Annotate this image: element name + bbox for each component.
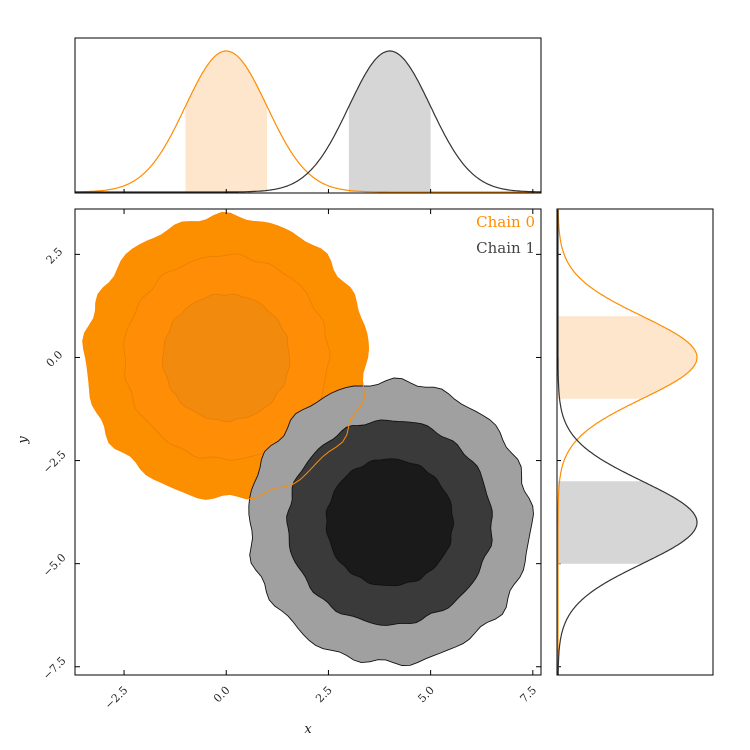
marginal-x-curve-chain-0 [75, 50, 541, 193]
x-tick-label: 2.5 [313, 684, 335, 706]
marginal-y-curve-chain-0 [557, 209, 698, 675]
contour-chain-0-level-3 [162, 293, 291, 423]
x-tick-label: 0.0 [211, 684, 233, 706]
contour-chain-1-level-3 [325, 458, 455, 587]
marginal-x-band-chain-1 [348, 51, 431, 192]
marginal-x-band-chain-0 [185, 51, 268, 192]
x-axis-label: x [304, 722, 312, 737]
joint-frame [74, 208, 542, 676]
marginal-y-panel [556, 208, 714, 676]
x-tick-label: 7.5 [518, 684, 540, 706]
x-tick-label: 5.0 [415, 684, 437, 706]
marginal-y-band-chain-0 [558, 316, 697, 399]
marginal-x-panel [74, 37, 542, 194]
y-tick-label: −5.0 [40, 551, 68, 579]
y-tick-label: 2.5 [44, 245, 66, 267]
y-tick-label: −7.5 [40, 654, 68, 682]
y-axis-label: y [16, 436, 31, 445]
y-tick-label: −2.5 [40, 448, 68, 476]
legend-chain-1: Chain 1 [476, 239, 535, 257]
legend-chain-0: Chain 0 [476, 213, 535, 231]
marginal-y-band-chain-1 [558, 481, 697, 564]
contour-chain-0-outline [82, 211, 370, 500]
joint-panel: −2.5 0.0 2.5 5.0 7.5 2.5 0.0 −2.5 −5.0 −7.5 Chain… [16, 189, 561, 737]
marginal-y-curve-chain-1 [557, 209, 698, 675]
x-tick-label: −2.5 [102, 684, 130, 712]
y-tick-label: 0.0 [44, 348, 66, 370]
marginal-y-frame [556, 208, 714, 676]
marginal-x-frame [74, 37, 542, 194]
marginal-x-curve-chain-1 [75, 50, 541, 193]
